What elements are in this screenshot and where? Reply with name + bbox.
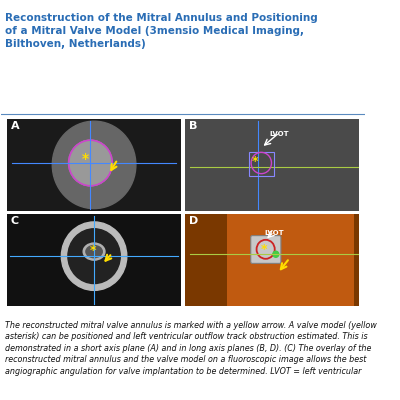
Text: C: C	[10, 216, 19, 226]
Bar	[248, 152, 274, 176]
Text: D: D	[188, 216, 198, 226]
Bar	[185, 214, 360, 306]
Text: *: *	[82, 152, 88, 166]
Bar	[185, 119, 360, 210]
Text: *: *	[252, 154, 258, 168]
Ellipse shape	[86, 246, 102, 258]
Text: B: B	[188, 121, 197, 131]
Text: Reconstruction of the Mitral Annulus and Positioning
of a Mitral Valve Model (3m: Reconstruction of the Mitral Annulus and…	[5, 13, 318, 49]
Bar	[185, 119, 360, 210]
Circle shape	[69, 140, 112, 186]
Ellipse shape	[83, 243, 105, 260]
Circle shape	[52, 121, 136, 209]
Circle shape	[61, 222, 127, 290]
Text: LVOT: LVOT	[264, 230, 284, 236]
FancyBboxPatch shape	[251, 236, 281, 263]
Bar	[227, 214, 354, 306]
Text: The reconstructed mitral valve annulus is marked with a yellow arrow. A valve mo: The reconstructed mitral valve annulus i…	[5, 321, 377, 376]
Bar	[7, 214, 181, 306]
Text: *: *	[90, 244, 96, 257]
Text: A: A	[10, 121, 19, 131]
Text: *: *	[261, 243, 268, 256]
Circle shape	[273, 251, 279, 257]
Bar	[7, 119, 181, 210]
Text: LVOT: LVOT	[270, 131, 289, 137]
Circle shape	[68, 229, 120, 284]
Bar	[185, 214, 360, 306]
